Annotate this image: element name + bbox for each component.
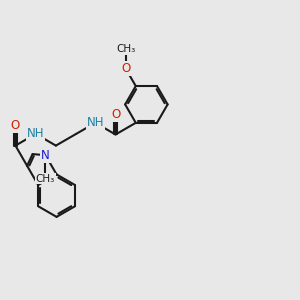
Text: O: O xyxy=(121,62,130,75)
Text: CH₃: CH₃ xyxy=(36,174,55,184)
Text: NH: NH xyxy=(27,128,44,140)
Text: NH: NH xyxy=(87,116,104,129)
Text: CH₃: CH₃ xyxy=(116,44,136,54)
Text: O: O xyxy=(11,119,20,132)
Text: N: N xyxy=(41,149,50,162)
Text: O: O xyxy=(111,108,120,121)
